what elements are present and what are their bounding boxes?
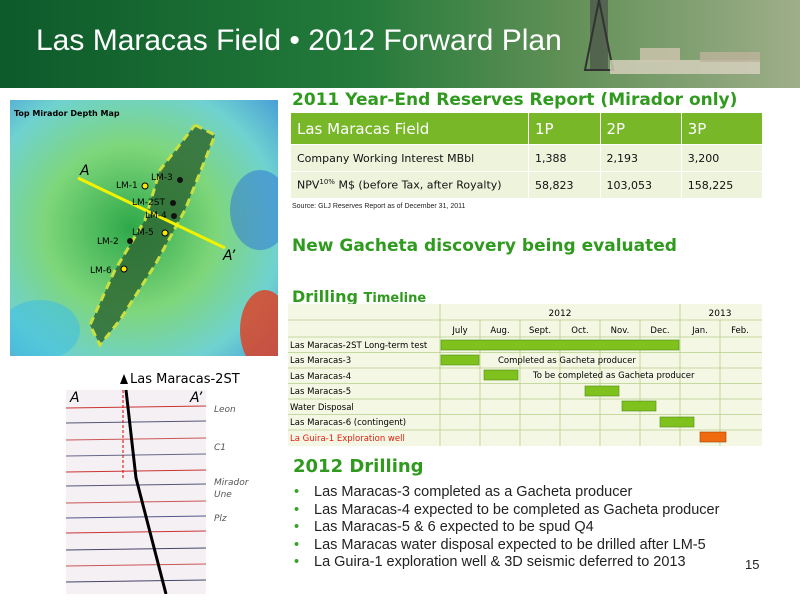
horizon-label: C1 xyxy=(214,443,226,453)
bullet: Las Maracas water disposal expected to b… xyxy=(288,537,719,555)
timeline-chart: 2012 2013 July Aug. Sept. Oct. Nov. Dec.… xyxy=(288,304,762,446)
month-label: Feb. xyxy=(731,326,749,336)
well-label: LM-5 xyxy=(132,228,154,238)
year-label: 2013 xyxy=(709,309,732,319)
task-label: Las Maracas-2ST Long-term test xyxy=(290,341,428,351)
source-note: Source: GLJ Reserves Report as of Decemb… xyxy=(292,203,466,210)
section-label: A xyxy=(79,163,90,179)
task-label: Las Maracas-5 xyxy=(290,387,351,397)
cell: 58,823 xyxy=(528,171,601,199)
banner-art xyxy=(583,0,760,74)
reserves-table: Las Maracas Field 1P 2P 3P Company Worki… xyxy=(290,112,764,199)
bullet: Las Maracas-3 completed as a Gacheta pro… xyxy=(288,484,719,502)
horizon-label: Leon xyxy=(214,405,236,415)
task-note: Completed as Gacheta producer xyxy=(498,356,636,366)
section-label: A’ xyxy=(189,390,203,406)
label-text: NPV xyxy=(297,178,320,192)
task-note: To be completed as Gacheta producer xyxy=(532,371,695,381)
depth-map: Top Mirador Depth Map A A’ LM-1 LM-2 LM-… xyxy=(10,100,278,356)
table-header: Las Maracas Field 1P 2P 3P xyxy=(290,112,764,145)
task-label: Las Maracas-3 xyxy=(290,356,351,366)
page-number: 15 xyxy=(745,557,760,572)
reserves-heading: 2011 Year-End Reserves Report (Mirador o… xyxy=(292,90,738,110)
cell: 3,200 xyxy=(680,144,764,172)
month-label: Sept. xyxy=(529,326,551,336)
month-label: Aug. xyxy=(490,326,509,336)
section-label: A’ xyxy=(222,248,236,264)
section-label: A xyxy=(69,390,80,406)
well-label: LM-3 xyxy=(151,173,173,183)
row-label: Company Working Interest MBbl xyxy=(290,144,529,172)
well-label: LM-4 xyxy=(145,211,167,221)
horizon-label: Mirador xyxy=(214,478,250,488)
cross-section: Las Maracas-2ST A A’ Leon C1 Mirador Une… xyxy=(66,372,250,594)
well-label: LM-2ST xyxy=(132,198,165,208)
header-cell: 2P xyxy=(599,112,682,145)
month-label: Oct. xyxy=(571,326,588,336)
timeline-heading: Drilling Timeline xyxy=(292,287,426,306)
heading-text: Drilling xyxy=(292,287,358,306)
task-label: Las Maracas-6 (contingent) xyxy=(290,418,406,428)
label-text: M$ (before Tax, after Royalty) xyxy=(334,178,502,192)
drilling-heading: 2012 Drilling xyxy=(293,456,424,477)
header-cell: 1P xyxy=(528,112,601,145)
well-name: Las Maracas-2ST xyxy=(130,372,240,387)
table-row: NPV10% M$ (before Tax, after Royalty) 58… xyxy=(290,171,764,199)
header-cell: Las Maracas Field xyxy=(290,112,529,145)
table-row: Company Working Interest MBbl 1,388 2,19… xyxy=(290,144,764,172)
well-label: LM-6 xyxy=(90,266,112,276)
month-label: July xyxy=(451,326,467,336)
year-label: 2012 xyxy=(549,309,572,319)
well-label: LM-1 xyxy=(116,181,138,191)
bullet: Las Maracas-5 & 6 expected to be spud Q4 xyxy=(288,519,719,537)
bullet: La Guira-1 exploration well & 3D seismic… xyxy=(288,554,719,572)
heading-text: Timeline xyxy=(363,291,427,306)
task-label: Water Disposal xyxy=(290,403,354,413)
horizon-label: Plz xyxy=(214,514,227,524)
bullet-list: Las Maracas-3 completed as a Gacheta pro… xyxy=(288,484,719,572)
well-label: LM-2 xyxy=(97,237,119,247)
cell: 1,388 xyxy=(528,144,601,172)
discovery-heading: New Gacheta discovery being evaluated xyxy=(292,236,677,256)
month-label: Nov. xyxy=(611,326,630,336)
bullet: Las Maracas-4 expected to be completed a… xyxy=(288,502,719,520)
superscript: 10% xyxy=(319,178,335,187)
cell: 2,193 xyxy=(599,144,682,172)
row-label: NPV10% M$ (before Tax, after Royalty) xyxy=(290,171,529,199)
task-label: La Guira-1 Exploration well xyxy=(290,434,405,444)
header-banner xyxy=(0,0,800,88)
map-title: Top Mirador Depth Map xyxy=(14,109,120,118)
cell: 103,053 xyxy=(599,171,682,199)
header-cell: 3P xyxy=(680,112,764,145)
horizon-label: Une xyxy=(214,490,232,500)
month-label: Dec. xyxy=(650,326,669,336)
task-label: Las Maracas-4 xyxy=(290,372,351,382)
slide-title: Las Maracas Field • 2012 Forward Plan xyxy=(36,24,562,57)
month-label: Jan. xyxy=(691,326,708,336)
cell: 158,225 xyxy=(680,171,764,199)
